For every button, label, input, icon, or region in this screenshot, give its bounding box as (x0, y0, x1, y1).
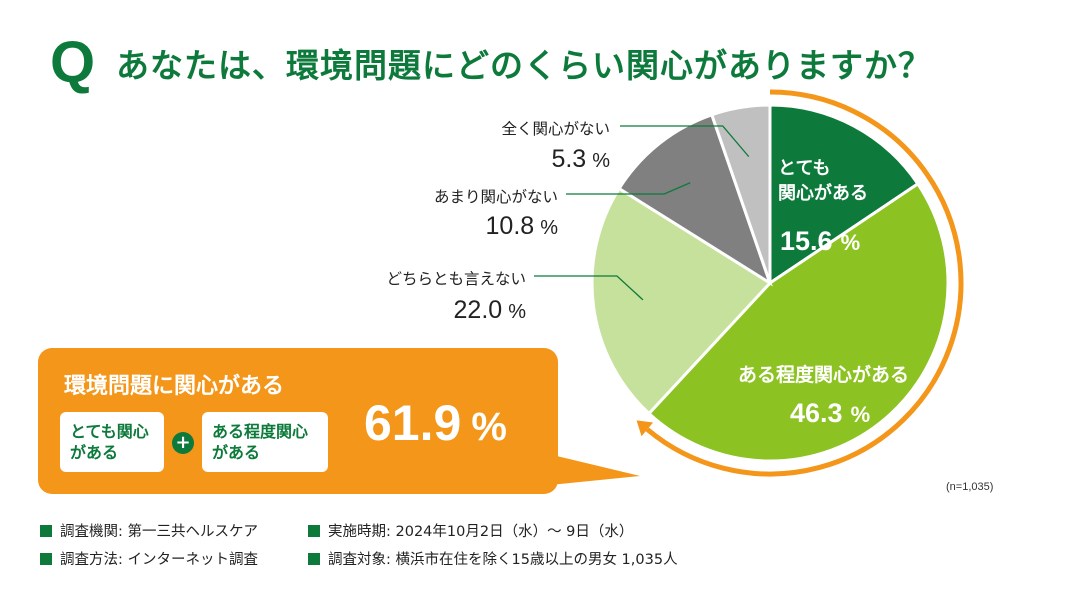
bullet-square-icon (308, 552, 320, 565)
slice-somewhat-interested (646, 181, 950, 463)
label-somewhat-interested: ある程度関心がある (738, 364, 910, 386)
value-not-interested-at-all: 5.3% (551, 145, 610, 173)
callout-title: 環境問題に関心がある (64, 374, 285, 399)
value-somewhat-interested: 46.3% (790, 398, 871, 428)
footer-period: 実施時期: 2024年10月2日（水）〜 9日（水） (308, 520, 633, 541)
slice-not-interested-at-all (709, 103, 772, 284)
bullet-square-icon (40, 524, 52, 537)
bullet-square-icon (308, 524, 320, 537)
footer-target: 調査対象: 横浜市在住を除く15歳以上の男女 1,035人 (308, 548, 678, 569)
callout-total-value: 61.9% (364, 395, 507, 451)
highlight-arrow-head (636, 420, 654, 437)
plus-icon: + (172, 432, 194, 454)
chip-very-interested: とても関心 がある (60, 412, 164, 472)
highlight-arc (645, 89, 964, 477)
label-not-very-interested: あまり関心がない (433, 188, 558, 206)
question-text: あなたは、環境問題にどのくらい関心がありますか？ (116, 46, 932, 85)
chip-somewhat-interested: ある程度関心 がある (202, 412, 328, 472)
footer-method: 調査方法: インターネット調査 (40, 548, 258, 569)
leader-not-very-interested (566, 182, 691, 195)
bullet-square-icon (40, 552, 52, 565)
page-title: Q あなたは、環境問題にどのくらい関心がありますか？ (50, 28, 1050, 98)
value-very-interested: 15.6% (780, 226, 861, 256)
slice-neither (590, 186, 773, 416)
label-neither: どちらとも言えない (386, 270, 526, 288)
value-neither: 22.0% (453, 296, 526, 324)
slice-not-very-interested (617, 112, 773, 287)
sample-size-note: (n=1,035) (946, 481, 994, 493)
label-very-interested: とても 関心がある (778, 158, 868, 204)
label-not-interested-at-all: 全く関心がない (501, 120, 610, 138)
leader-not-interested-at-all (620, 125, 750, 158)
leader-neither (534, 275, 644, 301)
interest-summary-callout: 環境問題に関心がある とても関心 がある + ある程度関心 がある 61.9% (38, 348, 558, 494)
slice-very-interested (768, 103, 920, 286)
value-not-very-interested: 10.8% (485, 212, 558, 240)
q-mark: Q (50, 30, 96, 95)
footer-org: 調査機関: 第一三共ヘルスケア (40, 520, 258, 541)
